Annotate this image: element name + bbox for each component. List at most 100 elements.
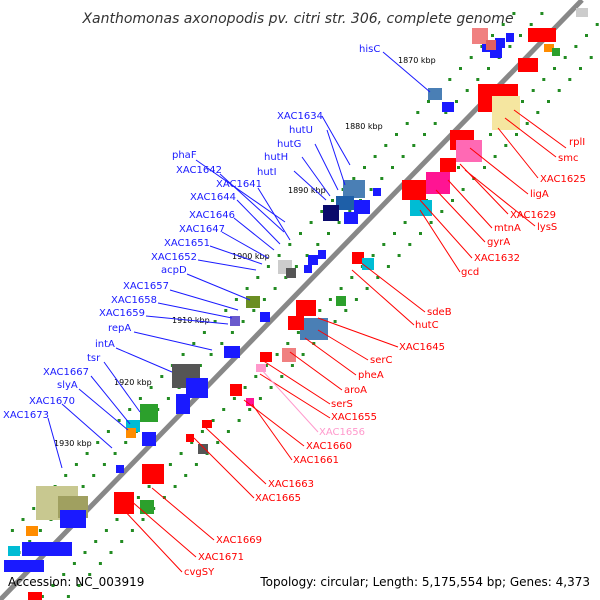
gene-feature[interactable] bbox=[8, 546, 20, 556]
gene-label-red[interactable]: XAC1625 bbox=[540, 174, 586, 185]
gene-feature[interactable] bbox=[576, 8, 588, 17]
gene-feature[interactable] bbox=[202, 420, 212, 428]
gene-feature[interactable] bbox=[126, 428, 136, 438]
gene-feature[interactable] bbox=[140, 404, 158, 422]
gene-label-blue[interactable]: XAC1646 bbox=[189, 210, 235, 221]
gene-feature[interactable] bbox=[426, 172, 450, 194]
gene-feature[interactable] bbox=[323, 205, 339, 221]
gene-feature[interactable] bbox=[352, 252, 364, 264]
gene-feature[interactable] bbox=[440, 158, 456, 172]
gene-label-red[interactable]: XAC1663 bbox=[268, 479, 314, 490]
gene-feature[interactable] bbox=[286, 268, 296, 278]
gene-feature[interactable] bbox=[186, 434, 194, 442]
gene-feature[interactable] bbox=[116, 465, 124, 473]
gene-label-red[interactable]: gyrA bbox=[487, 237, 510, 248]
gene-feature[interactable] bbox=[343, 180, 365, 198]
gene-label-red[interactable]: aroA bbox=[344, 385, 367, 396]
gene-label-blue[interactable]: XAC1647 bbox=[179, 224, 225, 235]
gene-feature[interactable] bbox=[344, 212, 358, 224]
gene-feature[interactable] bbox=[402, 180, 426, 200]
gene-label-blue[interactable]: hutG bbox=[277, 139, 301, 150]
gene-feature[interactable] bbox=[256, 364, 266, 372]
gene-label-blue[interactable]: hutU bbox=[289, 125, 313, 136]
gene-feature[interactable] bbox=[410, 200, 432, 216]
gene-label-blue[interactable]: slyA bbox=[57, 380, 78, 391]
gene-label-red[interactable]: lysS bbox=[537, 222, 557, 233]
gene-label-blue[interactable]: hutH bbox=[264, 152, 288, 163]
gene-feature[interactable] bbox=[456, 140, 482, 162]
gene-label-red[interactable]: serS bbox=[331, 399, 353, 410]
gene-feature[interactable] bbox=[22, 542, 72, 556]
gene-feature[interactable] bbox=[428, 88, 442, 100]
gene-label-red[interactable]: rplI bbox=[569, 137, 585, 148]
gene-label-red[interactable]: XAC1661 bbox=[293, 455, 339, 466]
gene-label-red[interactable]: XAC1655 bbox=[331, 412, 377, 423]
gene-label-blue[interactable]: acpD bbox=[161, 265, 187, 276]
gene-label-blue[interactable]: XAC1659 bbox=[99, 308, 145, 319]
gene-label-red[interactable]: XAC1671 bbox=[198, 552, 244, 563]
gene-label-red[interactable]: XAC1645 bbox=[399, 342, 445, 353]
gene-label-blue[interactable]: tsr bbox=[87, 353, 101, 364]
gene-feature[interactable] bbox=[142, 464, 164, 484]
gene-label-blue[interactable]: XAC1670 bbox=[29, 396, 75, 407]
gene-label-blue[interactable]: XAC1657 bbox=[123, 281, 169, 292]
gene-feature[interactable] bbox=[318, 250, 326, 259]
gene-feature[interactable] bbox=[492, 96, 520, 130]
gene-label-blue[interactable]: phaF bbox=[172, 150, 197, 161]
gene-feature[interactable] bbox=[518, 58, 538, 72]
gene-feature[interactable] bbox=[472, 28, 488, 44]
gene-feature[interactable] bbox=[230, 316, 240, 326]
gene-feature[interactable] bbox=[230, 384, 242, 396]
gene-feature[interactable] bbox=[296, 300, 316, 316]
gene-feature[interactable] bbox=[282, 348, 296, 362]
gene-label-red[interactable]: XAC1656 bbox=[319, 427, 365, 438]
gene-label-blue[interactable]: repA bbox=[108, 323, 131, 334]
gene-feature[interactable] bbox=[288, 316, 304, 330]
gene-label-red[interactable]: cvgSY bbox=[184, 567, 215, 578]
gene-label-red[interactable]: XAC1665 bbox=[255, 493, 301, 504]
gene-feature[interactable] bbox=[60, 510, 86, 528]
gene-label-blue[interactable]: XAC1641 bbox=[216, 179, 262, 190]
gene-label-red[interactable]: XAC1629 bbox=[510, 210, 556, 221]
gene-feature[interactable] bbox=[552, 48, 560, 56]
gene-feature[interactable] bbox=[506, 33, 514, 42]
gene-feature[interactable] bbox=[442, 102, 454, 112]
gene-label-red[interactable]: XAC1632 bbox=[474, 253, 520, 264]
gene-feature[interactable] bbox=[246, 398, 254, 406]
gene-feature[interactable] bbox=[300, 318, 328, 340]
gene-feature[interactable] bbox=[246, 296, 260, 308]
gene-feature[interactable] bbox=[114, 492, 134, 514]
gene-label-blue[interactable]: XAC1658 bbox=[111, 295, 157, 306]
gene-feature[interactable] bbox=[373, 188, 381, 196]
gene-label-blue[interactable]: XAC1644 bbox=[190, 192, 236, 203]
gene-label-red[interactable]: pheA bbox=[358, 370, 384, 381]
gene-feature[interactable] bbox=[26, 526, 38, 536]
gene-feature[interactable] bbox=[28, 592, 42, 600]
gene-feature[interactable] bbox=[176, 394, 190, 414]
gene-label-red[interactable]: gcd bbox=[461, 267, 479, 278]
gene-label-red[interactable]: XAC1669 bbox=[216, 535, 262, 546]
gene-feature[interactable] bbox=[198, 444, 208, 454]
gene-label-red[interactable]: serC bbox=[370, 355, 392, 366]
gene-feature[interactable] bbox=[544, 44, 554, 52]
gene-feature[interactable] bbox=[336, 196, 354, 210]
gene-label-red[interactable]: ligA bbox=[530, 189, 549, 200]
gene-feature[interactable] bbox=[142, 432, 156, 446]
gene-feature[interactable] bbox=[4, 560, 44, 572]
gene-label-blue[interactable]: hisC bbox=[359, 44, 380, 55]
gene-feature[interactable] bbox=[140, 500, 154, 514]
gene-label-blue[interactable]: XAC1642 bbox=[176, 165, 222, 176]
gene-label-blue[interactable]: XAC1634 bbox=[277, 111, 323, 122]
gene-label-red[interactable]: smc bbox=[558, 153, 578, 164]
gene-feature[interactable] bbox=[490, 48, 502, 58]
gene-label-red[interactable]: XAC1660 bbox=[306, 441, 352, 452]
gene-feature[interactable] bbox=[336, 296, 346, 306]
gene-label-blue[interactable]: XAC1667 bbox=[43, 367, 89, 378]
gene-label-blue[interactable]: intA bbox=[95, 339, 115, 350]
gene-label-blue[interactable]: XAC1652 bbox=[151, 252, 197, 263]
gene-label-red[interactable]: mtnA bbox=[494, 223, 521, 234]
gene-feature[interactable] bbox=[528, 28, 556, 42]
gene-label-blue[interactable]: hutI bbox=[257, 167, 277, 178]
gene-label-red[interactable]: hutC bbox=[415, 320, 439, 331]
gene-feature[interactable] bbox=[495, 38, 505, 48]
